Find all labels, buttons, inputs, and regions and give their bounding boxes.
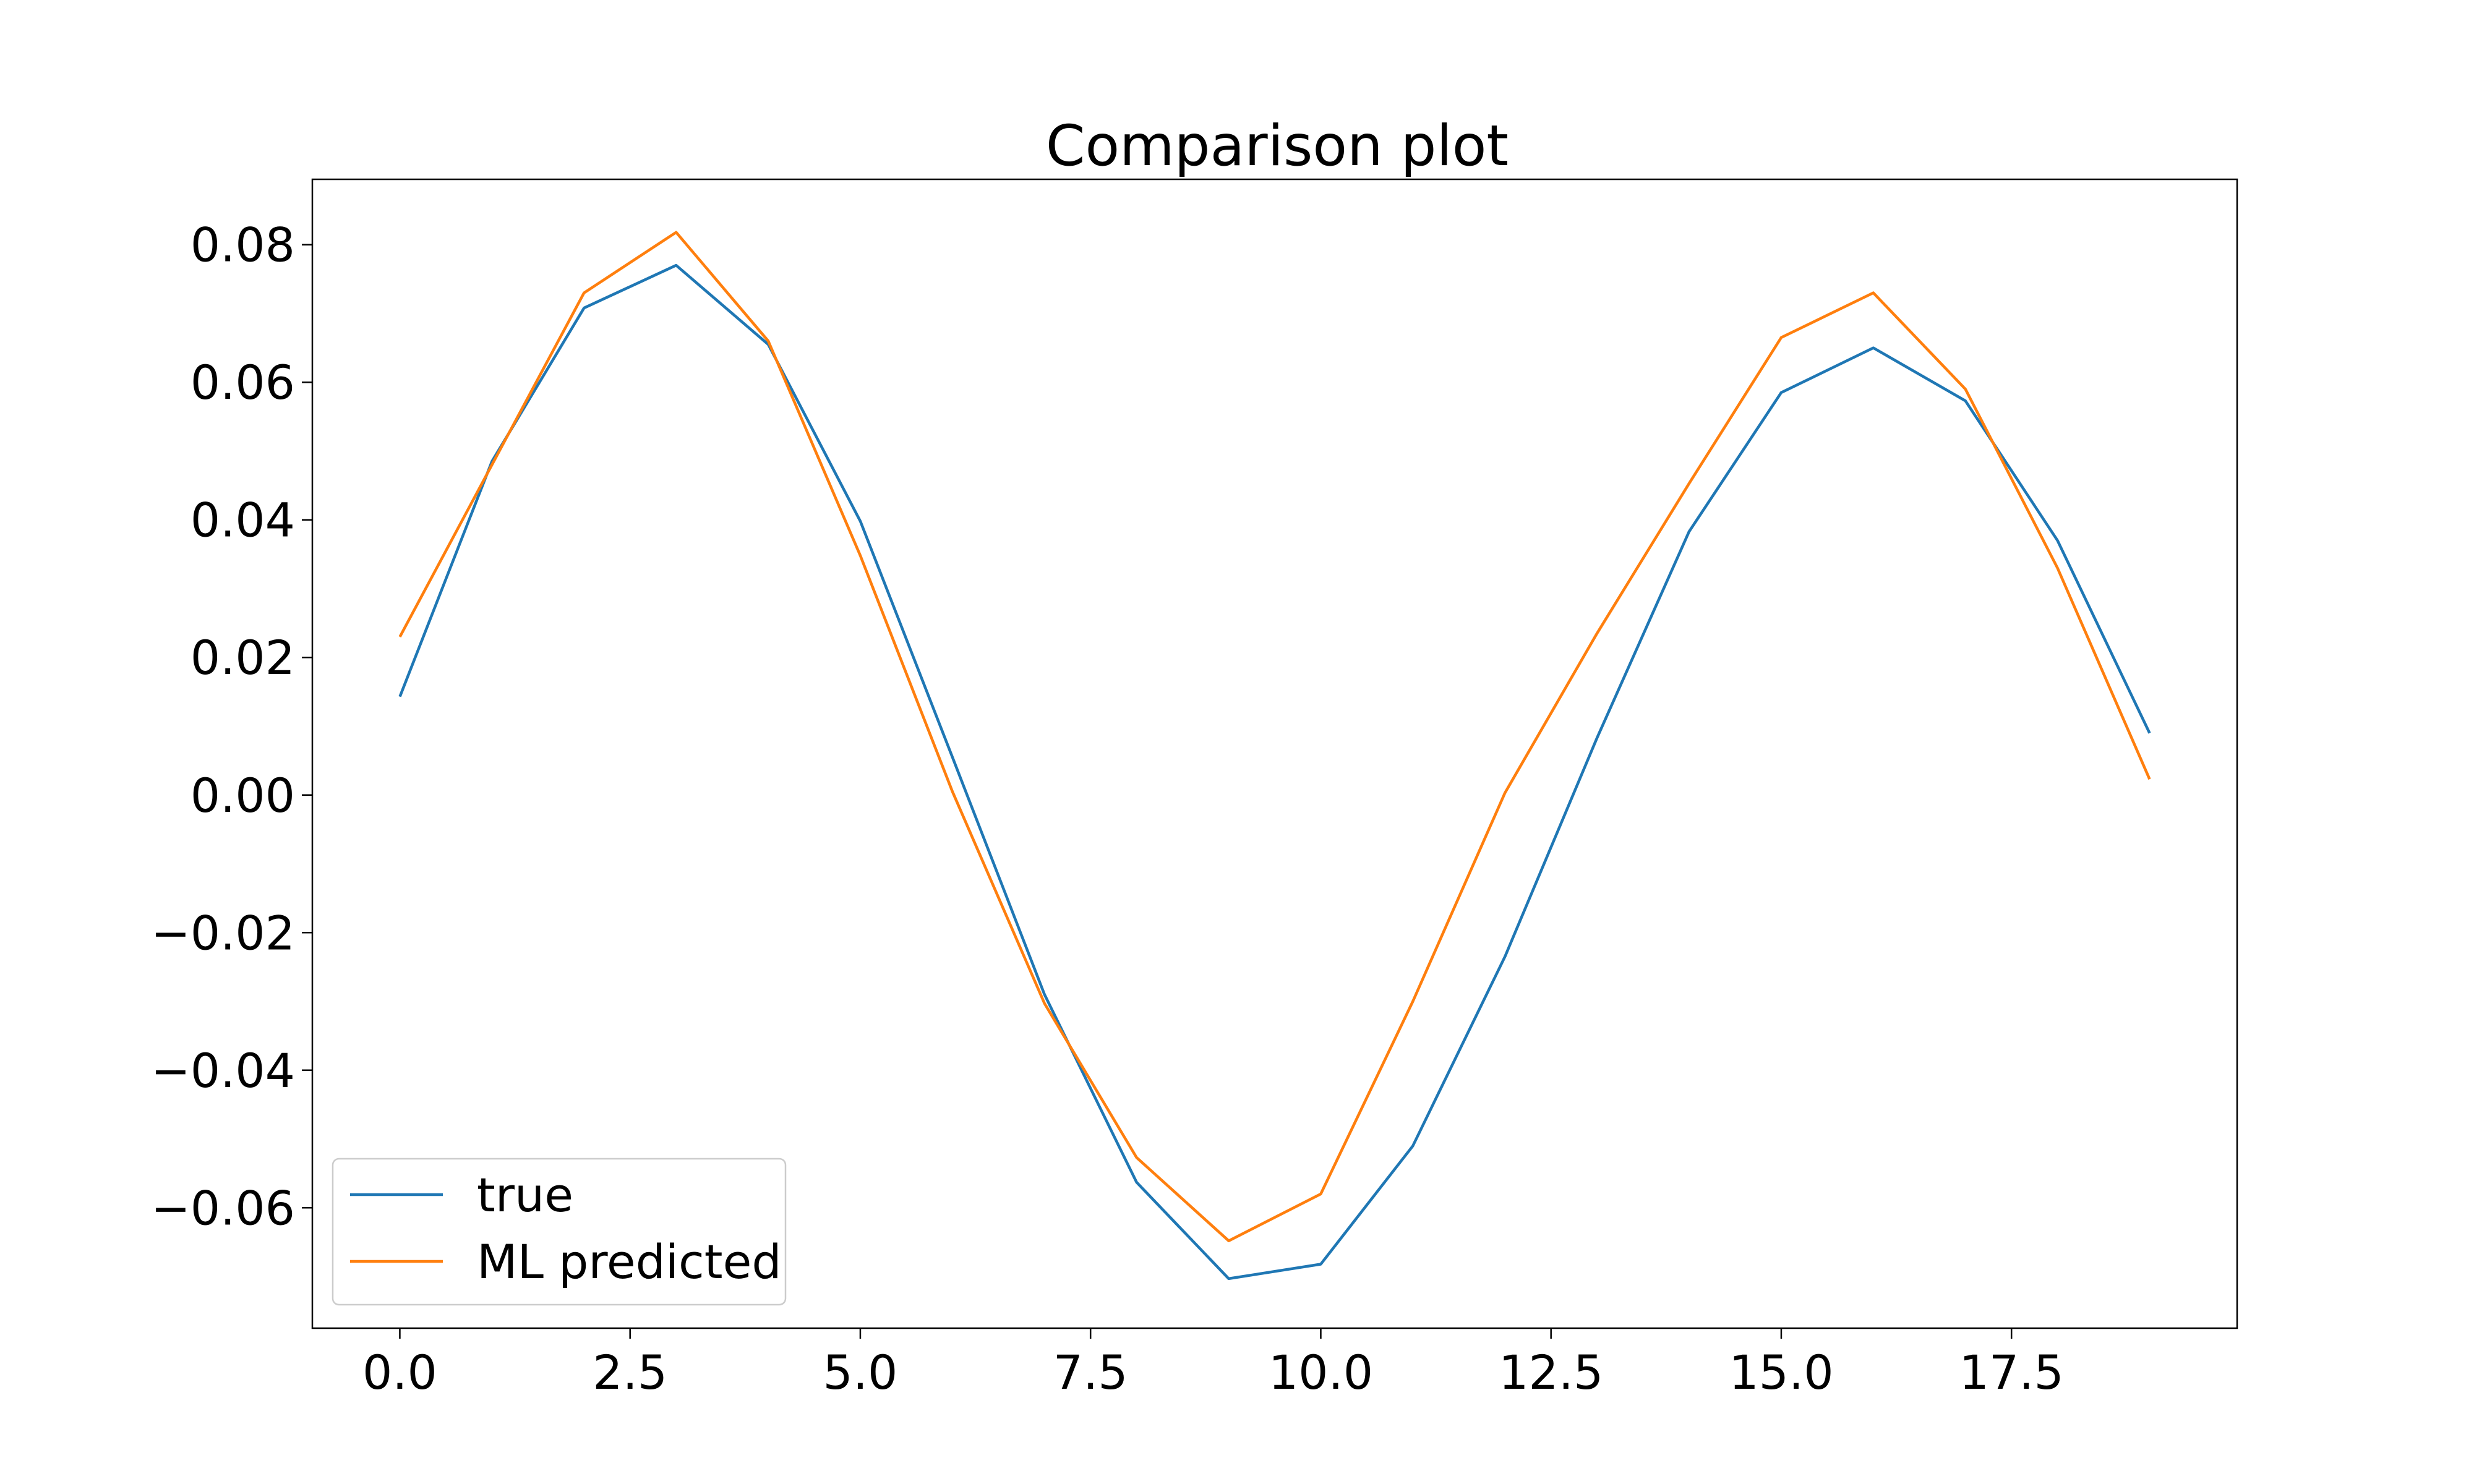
y-tick-label: −0.04 (151, 1043, 295, 1098)
y-tick-label: 0.08 (190, 218, 295, 273)
series-layer (398, 231, 2151, 1281)
y-tick-label: 0.06 (190, 355, 295, 410)
y-tick-label: 0.00 (190, 768, 295, 823)
series-line-1 (398, 231, 2151, 1242)
x-axis: 0.0 2.5 5.0 7.5 10.0 12.5 15.0 17.5 (362, 1328, 2064, 1400)
y-tick-label: 0.04 (190, 493, 295, 548)
x-tick-label: 10.0 (1269, 1345, 1373, 1400)
plot-area-frame (311, 178, 2238, 1329)
legend: true ML predicted (332, 1158, 787, 1306)
y-axis: −0.06 −0.04 −0.02 0.00 0.02 0.04 0.06 0.08 (151, 218, 312, 1235)
x-tick-label: 15.0 (1729, 1345, 1833, 1400)
chart-title: Comparison plot (1046, 114, 1509, 179)
series-line-0 (398, 263, 2151, 1281)
y-tick-label: −0.06 (151, 1180, 295, 1235)
x-tick-label: 5.0 (823, 1345, 898, 1400)
y-tick-label: 0.02 (190, 630, 295, 685)
legend-label: ML predicted (477, 1234, 782, 1289)
x-tick-label: 17.5 (1959, 1345, 2064, 1400)
x-tick-label: 7.5 (1053, 1345, 1128, 1400)
x-tick-label: 12.5 (1499, 1345, 1603, 1400)
x-tick-label: 0.0 (362, 1345, 437, 1400)
legend-label: true (477, 1167, 573, 1222)
legend-box (332, 1158, 787, 1306)
x-tick-label: 2.5 (593, 1345, 667, 1400)
y-tick-label: −0.02 (151, 905, 295, 960)
